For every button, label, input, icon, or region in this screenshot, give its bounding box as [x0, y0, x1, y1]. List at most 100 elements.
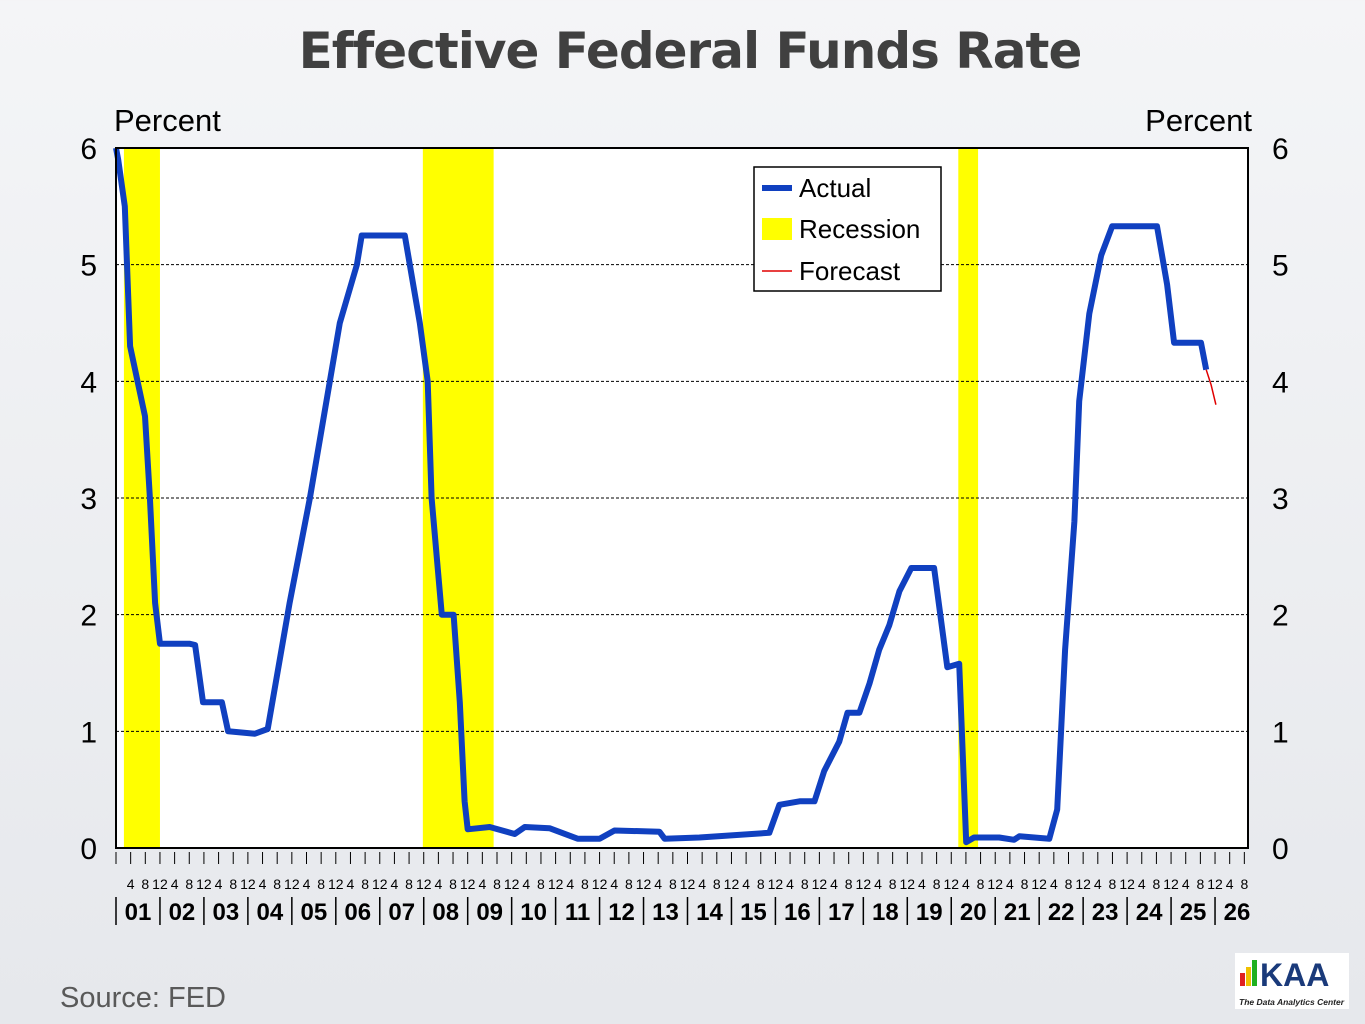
x-month-label: 8: [669, 876, 677, 892]
plot-border: [115, 147, 1249, 849]
x-year-label: 14: [696, 899, 723, 926]
x-month-label: 4: [522, 876, 530, 892]
y-tick-label-right: 3: [1272, 483, 1289, 516]
x-month-label: 8: [229, 876, 237, 892]
x-month-label: 4: [918, 876, 926, 892]
x-month-label: 8: [625, 876, 633, 892]
x-month-label: 12: [328, 876, 344, 892]
x-month-label: 12: [680, 876, 696, 892]
x-month-label: 4: [698, 876, 706, 892]
x-month-label: 4: [259, 876, 267, 892]
y-tick-label-left: 5: [80, 250, 97, 283]
x-year-label: 03: [213, 899, 240, 926]
x-month-label: 12: [636, 876, 652, 892]
x-month-label: 12: [372, 876, 388, 892]
x-year-label: 18: [872, 899, 899, 926]
x-month-label: 8: [801, 876, 809, 892]
y-tick-label-right: 0: [1272, 833, 1289, 866]
x-month-label: 4: [610, 876, 618, 892]
y-tick-label-right: 6: [1272, 133, 1289, 166]
x-month-label: 12: [460, 876, 476, 892]
x-month-label: 12: [152, 876, 168, 892]
x-month-label: 8: [977, 876, 985, 892]
x-month-label: 4: [742, 876, 750, 892]
x-year-label: 24: [1136, 899, 1163, 926]
x-month-label: 12: [900, 876, 916, 892]
x-month-label: 12: [943, 876, 959, 892]
x-year-label: 07: [388, 899, 415, 926]
x-month-label: 8: [713, 876, 721, 892]
x-month-label: 4: [127, 876, 135, 892]
y-tick-label-right: 5: [1272, 250, 1289, 283]
x-year-label: 11: [565, 899, 590, 926]
x-month-label: 12: [284, 876, 300, 892]
x-year-label: 17: [828, 899, 855, 926]
x-month-label: 4: [1094, 876, 1102, 892]
legend-label-actual: Actual: [799, 173, 871, 203]
legend-recession-swatch: [762, 218, 792, 240]
y-tick-label-left: 2: [80, 600, 97, 633]
forecast-series-line: [1205, 369, 1217, 405]
x-month-label: 8: [1196, 876, 1204, 892]
y-tick-label-right: 4: [1272, 366, 1289, 399]
y-tick-label-left: 0: [80, 833, 97, 866]
x-month-label: 8: [1021, 876, 1029, 892]
x-month-label: 8: [1240, 876, 1248, 892]
svg-text:The Data Analytics Center: The Data Analytics Center: [1239, 997, 1345, 1007]
x-month-label: 4: [171, 876, 179, 892]
x-year-label: 22: [1048, 899, 1075, 926]
x-year-label: 19: [916, 899, 943, 926]
legend-label-recession: Recession: [799, 214, 920, 244]
x-month-label: 12: [416, 876, 432, 892]
kaa-logo: KAA The Data Analytics Center: [1235, 953, 1349, 1009]
source-note: Source: FED: [60, 982, 226, 1014]
x-month-label: 4: [566, 876, 574, 892]
x-month-label: 12: [504, 876, 520, 892]
x-month-label: 4: [654, 876, 662, 892]
x-year-label: 06: [344, 899, 371, 926]
x-month-label: 4: [1050, 876, 1058, 892]
x-month-label: 4: [786, 876, 794, 892]
x-year-label: 15: [740, 899, 767, 926]
x-year-label: 26: [1224, 899, 1251, 926]
x-month-label: 4: [303, 876, 311, 892]
x-month-label: 8: [933, 876, 941, 892]
x-month-label: 4: [1226, 876, 1234, 892]
x-month-label: 8: [405, 876, 413, 892]
x-month-label: 12: [1163, 876, 1179, 892]
y-tick-label-right: 2: [1272, 600, 1289, 633]
x-month-label: 4: [347, 876, 355, 892]
x-month-label: 8: [537, 876, 545, 892]
x-month-label: 12: [1075, 876, 1091, 892]
x-month-label: 4: [1006, 876, 1014, 892]
y-axis-label-right: Percent: [1145, 103, 1252, 138]
x-year-label: 04: [257, 899, 284, 926]
x-month-label: 12: [1031, 876, 1047, 892]
x-month-label: 4: [962, 876, 970, 892]
legend-label-forecast: Forecast: [799, 256, 901, 286]
x-year-label: 09: [476, 899, 503, 926]
actual-series-line: [113, 147, 1210, 846]
x-month-label: 12: [1207, 876, 1223, 892]
x-month-label: 12: [856, 876, 872, 892]
y-tick-label-left: 6: [80, 133, 97, 166]
x-year-label: 20: [960, 899, 987, 926]
x-year-label: 16: [784, 899, 811, 926]
x-year-label: 23: [1092, 899, 1119, 926]
x-year-label: 25: [1180, 899, 1207, 926]
x-year-label: 13: [652, 899, 679, 926]
x-month-label: 12: [768, 876, 784, 892]
x-month-label: 8: [317, 876, 325, 892]
y-tick-label-left: 1: [80, 716, 97, 749]
y-tick-label-left: 3: [80, 483, 97, 516]
x-year-label: 21: [1004, 899, 1031, 926]
x-month-label: 4: [478, 876, 486, 892]
y-tick-label-right: 1: [1272, 716, 1289, 749]
x-month-label: 12: [724, 876, 740, 892]
x-month-label: 8: [185, 876, 193, 892]
x-month-label: 12: [1119, 876, 1135, 892]
x-month-label: 12: [240, 876, 256, 892]
x-month-label: 4: [874, 876, 882, 892]
x-month-label: 8: [361, 876, 369, 892]
